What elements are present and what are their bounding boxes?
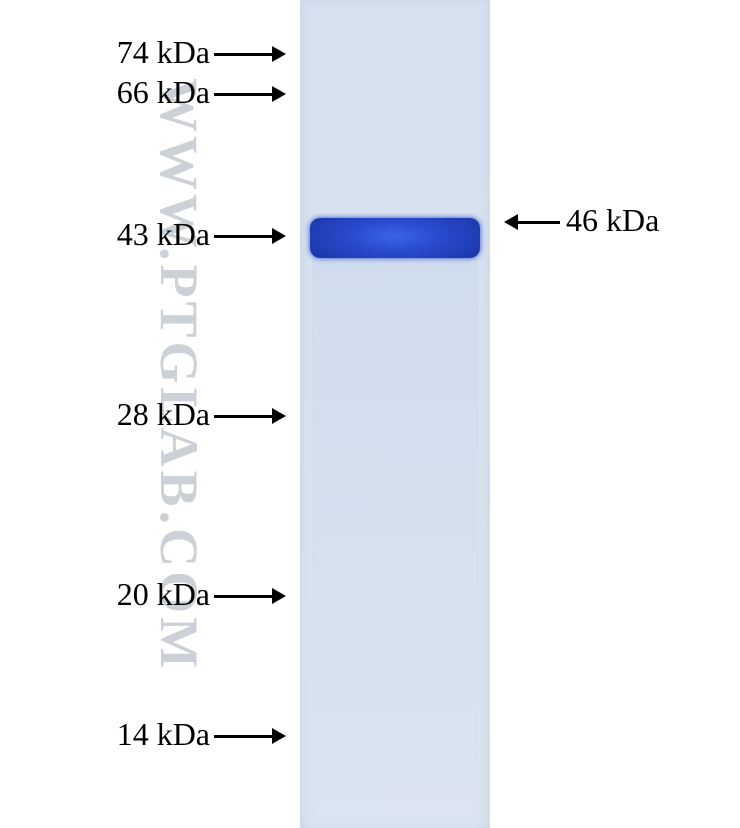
- mw-marker-arrow-head: [272, 728, 286, 744]
- protein-band: [310, 218, 480, 258]
- mw-marker-arrow-head: [272, 86, 286, 102]
- mw-marker-label: 43 kDa: [117, 216, 210, 253]
- watermark: WWW.PTGLAB.COM: [148, 78, 210, 818]
- sample-arrow-shaft: [518, 221, 560, 224]
- mw-marker-label: 28 kDa: [117, 396, 210, 433]
- mw-marker-arrow-shaft: [214, 93, 272, 96]
- mw-marker-arrow-shaft: [214, 53, 272, 56]
- mw-marker-arrow-shaft: [214, 415, 272, 418]
- mw-marker-arrow-head: [272, 588, 286, 604]
- mw-marker-arrow-head: [272, 228, 286, 244]
- mw-marker-arrow-shaft: [214, 735, 272, 738]
- sample-arrow-head: [504, 214, 518, 230]
- mw-marker-label: 20 kDa: [117, 576, 210, 613]
- gel-figure: WWW.PTGLAB.COM 74 kDa66 kDa 43 kDa 28 kDa 20…: [0, 0, 740, 828]
- mw-marker-label: 74 kDa: [117, 34, 210, 71]
- mw-marker-label: 14 kDa: [117, 716, 210, 753]
- mw-marker-arrow-head: [272, 46, 286, 62]
- mw-marker-arrow-head: [272, 408, 286, 424]
- sample-band-label: 46 kDa: [566, 202, 659, 239]
- mw-marker-arrow-shaft: [214, 235, 272, 238]
- mw-marker-label: 66 kDa: [117, 74, 210, 111]
- mw-marker-arrow-shaft: [214, 595, 272, 598]
- gel-lane: [300, 0, 490, 828]
- lane-smear: [312, 258, 478, 818]
